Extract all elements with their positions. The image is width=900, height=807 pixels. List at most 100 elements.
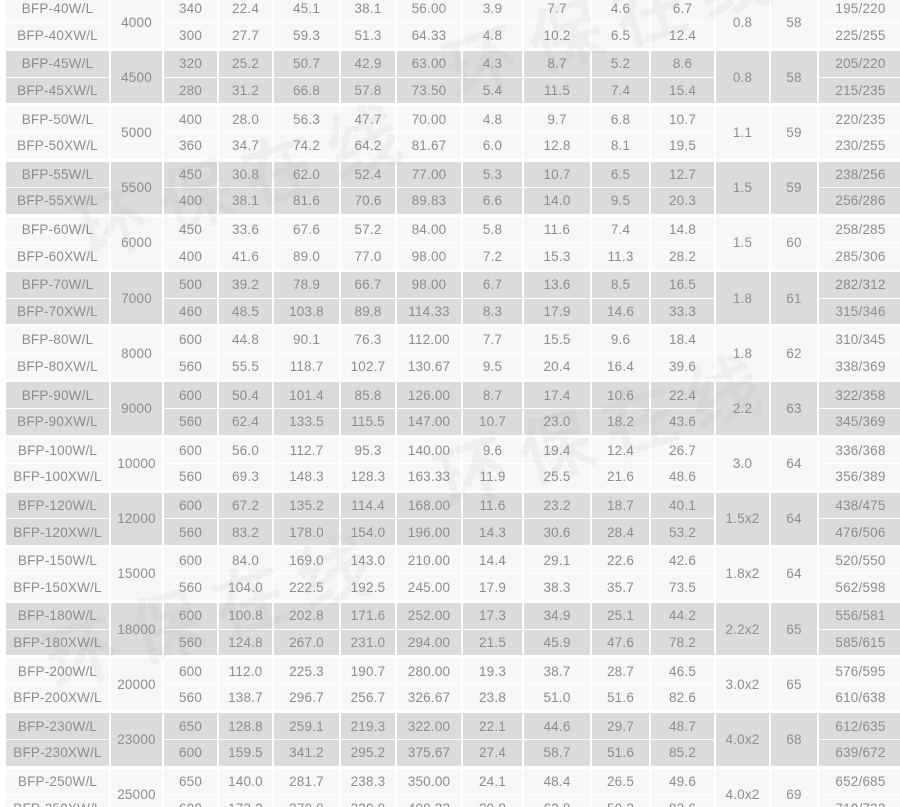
cell-value: 100.8 xyxy=(218,600,274,630)
cell-value: 26.5 xyxy=(591,765,651,795)
cell-value: 27.4 xyxy=(462,739,524,768)
cell-value: 50.2 xyxy=(591,794,651,807)
table-row: BFP-100XW/L 560 69.3 148.3 128.3 163.33 11.9 25… xyxy=(0,463,900,492)
cell-power: 1.8 xyxy=(715,324,771,381)
cell-power: 4.0x2 xyxy=(715,710,771,768)
cell-capacity: 7000 xyxy=(110,268,164,326)
cell-model: BFP-50XW/L xyxy=(0,131,111,161)
cell-value: 6.6 xyxy=(462,187,524,216)
cell-value: 28.7 xyxy=(591,655,651,685)
cell-noise: 64 xyxy=(770,434,819,492)
cell-value: 7.7 xyxy=(523,0,592,23)
cell-value: 8.6 xyxy=(650,48,716,78)
cell-value: 112.0 xyxy=(218,655,274,685)
cell-value: 600 xyxy=(163,739,219,768)
table-row: BFP-180W/L 18000 600 100.8 202.8 171.6 252.00 1… xyxy=(0,600,900,657)
cell-power: 3.0 xyxy=(715,434,771,492)
cell-capacity: 18000 xyxy=(110,600,164,657)
cell-value: 73.5 xyxy=(650,573,716,602)
cell-value: 600 xyxy=(163,794,219,807)
cell-value: 400 xyxy=(163,242,219,271)
cell-weight: 238/256 xyxy=(818,158,900,188)
table-row: BFP-40XW/L 300 27.7 59.3 51.3 64.33 4.8 10.2 6.5… xyxy=(0,21,900,50)
cell-value: 600 xyxy=(163,600,219,630)
cell-value: 55.5 xyxy=(218,352,274,381)
cell-capacity: 15000 xyxy=(110,544,164,602)
cell-value: 5.8 xyxy=(462,213,524,243)
cell-noise: 63 xyxy=(770,379,819,436)
cell-value: 341.2 xyxy=(273,739,341,768)
cell-model: BFP-90W/L xyxy=(0,379,111,409)
cell-value: 77.00 xyxy=(396,158,463,188)
cell-value: 450 xyxy=(163,158,219,188)
cell-value: 7.4 xyxy=(591,76,651,105)
table-row: BFP-90W/L 9000 600 50.4 101.4 85.8 126.00 8.7 17… xyxy=(0,379,900,436)
cell-value: 400 xyxy=(163,103,219,133)
cell-value: 10.7 xyxy=(462,407,524,436)
cell-weight: 230/255 xyxy=(818,131,900,161)
cell-value: 8.3 xyxy=(462,297,524,326)
cell-value: 370.8 xyxy=(273,794,341,807)
cell-value: 15.3 xyxy=(523,242,592,271)
cell-value: 45.1 xyxy=(273,0,341,23)
cell-value: 39.6 xyxy=(650,352,716,381)
cell-value: 560 xyxy=(163,407,219,436)
cell-value: 42.9 xyxy=(340,48,397,78)
cell-value: 45.9 xyxy=(523,628,592,657)
cell-weight: 322/358 xyxy=(818,379,900,409)
cell-value: 9.5 xyxy=(591,187,651,216)
cell-noise: 60 xyxy=(770,213,819,271)
cell-weight: 639/672 xyxy=(818,739,900,768)
cell-weight: 556/581 xyxy=(818,600,900,630)
cell-power: 3.0x2 xyxy=(715,655,771,712)
cell-value: 169.0 xyxy=(273,544,341,574)
cell-value: 650 xyxy=(163,765,219,795)
cell-value: 47.6 xyxy=(591,628,651,657)
cell-value: 28.4 xyxy=(591,518,651,547)
cell-value: 4.8 xyxy=(462,103,524,133)
cell-value: 14.3 xyxy=(462,518,524,547)
cell-weight: 476/506 xyxy=(818,518,900,547)
cell-noise: 68 xyxy=(770,710,819,768)
cell-weight: 652/685 xyxy=(818,765,900,795)
cell-value: 28.0 xyxy=(218,103,274,133)
cell-weight: 205/220 xyxy=(818,48,900,78)
cell-value: 7.7 xyxy=(462,324,524,354)
cell-model: BFP-230XW/L xyxy=(0,739,111,768)
cell-value: 42.6 xyxy=(650,544,716,574)
cell-value: 9.6 xyxy=(591,324,651,354)
cell-capacity: 5500 xyxy=(110,158,164,216)
cell-model: BFP-150W/L xyxy=(0,544,111,574)
cell-value: 17.9 xyxy=(462,573,524,602)
cell-value: 178.0 xyxy=(273,518,341,547)
cell-value: 90.1 xyxy=(273,324,341,354)
cell-model: BFP-45XW/L xyxy=(0,76,111,105)
cell-value: 84.0 xyxy=(218,544,274,574)
cell-weight: 258/285 xyxy=(818,213,900,243)
cell-value: 43.6 xyxy=(650,407,716,436)
cell-value: 48.6 xyxy=(650,463,716,492)
cell-value: 78.9 xyxy=(273,268,341,299)
cell-value: 17.9 xyxy=(523,297,592,326)
cell-value: 104.0 xyxy=(218,573,274,602)
cell-value: 19.4 xyxy=(523,434,592,464)
cell-value: 114.4 xyxy=(340,489,397,519)
cell-value: 30.8 xyxy=(218,158,274,188)
cell-value: 450 xyxy=(163,213,219,243)
cell-weight: 225/255 xyxy=(818,21,900,50)
cell-noise: 65 xyxy=(770,655,819,712)
cell-noise: 61 xyxy=(770,268,819,326)
cell-value: 460 xyxy=(163,297,219,326)
cell-value: 48.5 xyxy=(218,297,274,326)
cell-model: BFP-80XW/L xyxy=(0,352,111,381)
cell-value: 18.2 xyxy=(591,407,651,436)
cell-value: 114.33 xyxy=(396,297,463,326)
cell-power: 4.0x2 xyxy=(715,765,771,807)
cell-value: 600 xyxy=(163,324,219,354)
cell-value: 16.4 xyxy=(591,352,651,381)
cell-value: 124.8 xyxy=(218,628,274,657)
cell-value: 82.6 xyxy=(650,794,716,807)
cell-value: 98.00 xyxy=(396,268,463,299)
cell-value: 560 xyxy=(163,463,219,492)
cell-model: BFP-60W/L xyxy=(0,213,111,243)
